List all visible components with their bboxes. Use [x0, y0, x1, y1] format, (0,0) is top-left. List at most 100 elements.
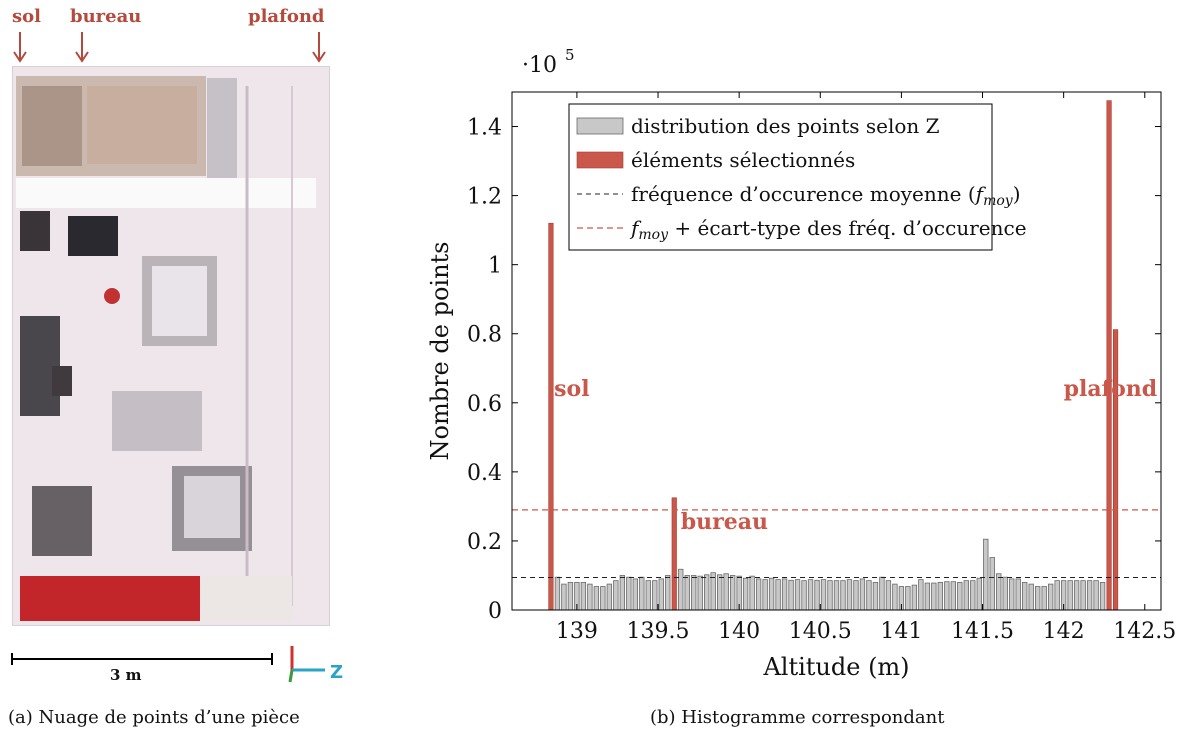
bar-distribution	[931, 582, 937, 611]
bar-distribution	[989, 557, 995, 611]
bar-selected	[671, 497, 677, 611]
legend-swatch-red	[576, 151, 624, 169]
bar-distribution	[872, 581, 879, 611]
x-tick-label: 141	[880, 619, 922, 644]
bar-distribution	[717, 574, 723, 611]
bar-distribution	[1035, 586, 1041, 611]
z-axis-label: Z	[330, 662, 344, 683]
bar-distribution	[807, 579, 814, 611]
bar-distribution	[996, 573, 1002, 611]
bar-distribution	[937, 581, 944, 611]
bar-distribution	[905, 586, 911, 611]
x-tick-label: 140	[718, 619, 760, 644]
arrow-down-icon	[75, 32, 89, 63]
bar-distribution	[885, 580, 892, 611]
scale-label: 3 m	[110, 666, 142, 684]
bar-distribution	[710, 572, 716, 611]
caption-a: (a) Nuage de points d’une pièce	[8, 707, 300, 728]
legend-label: fréquence d’occurence moyenne (fmoy)	[631, 182, 1021, 209]
y-tick-label: 0.8	[467, 323, 502, 348]
y-tick-label: 0.6	[467, 392, 502, 417]
y-tick-label: 0.2	[467, 530, 502, 555]
bar-distribution	[775, 579, 781, 611]
bar-distribution	[704, 574, 710, 611]
bar-distribution	[814, 579, 820, 611]
bar-distribution	[652, 580, 658, 611]
bar-distribution	[853, 580, 859, 611]
y-tick-label: 1.2	[467, 185, 502, 210]
bar-selected	[1112, 329, 1119, 611]
bar-distribution	[691, 575, 697, 611]
bar-distribution	[1022, 581, 1028, 611]
bar-distribution	[788, 579, 794, 611]
bar-distribution	[600, 586, 606, 611]
bar-distribution	[892, 583, 898, 611]
bar-selected	[1106, 100, 1112, 611]
bar-distribution	[1073, 580, 1080, 611]
x-tick-label: 139.5	[627, 619, 690, 644]
legend-label: distribution des points selon Z	[631, 114, 940, 138]
bar-distribution	[567, 581, 574, 611]
bar-distribution	[1099, 581, 1106, 611]
bar-distribution	[1067, 580, 1073, 611]
bar-distribution	[593, 586, 600, 611]
bar-distribution	[768, 577, 775, 611]
bar-distribution	[645, 580, 651, 611]
bar-distribution	[658, 578, 664, 611]
y-tick-label: 1.4	[467, 116, 502, 141]
x-tick-label: 141.5	[951, 619, 1014, 644]
bar-distribution	[1009, 578, 1015, 611]
y-tick-label: 0	[488, 599, 502, 624]
bar-distribution	[1041, 586, 1047, 611]
bar-distribution	[561, 583, 567, 611]
x-tick-label: 142.5	[1113, 619, 1176, 644]
bar-distribution	[606, 583, 613, 611]
bar-distribution	[859, 578, 866, 611]
bar-distribution	[801, 580, 807, 611]
legend-label: éléments sélectionnés	[631, 148, 855, 172]
marker-plafond: plafond	[248, 6, 325, 27]
arrow-down-icon	[13, 32, 27, 63]
bar-distribution	[983, 538, 989, 611]
x-tick-label: 139	[556, 619, 598, 644]
bar-distribution	[619, 575, 626, 611]
legend-swatch-gray	[576, 117, 624, 135]
histogram-chart: sol bureau plafond 139 139.5 140 140.5 141 141.…	[426, 46, 1176, 681]
point-cloud-panel: sol bureau plafond	[0, 0, 360, 740]
bar-distribution	[749, 575, 755, 611]
bar-distribution	[1015, 578, 1021, 611]
bar-distribution	[1047, 583, 1054, 611]
bar-distribution	[580, 581, 587, 611]
bar-distribution	[879, 576, 885, 611]
plot-frame	[511, 91, 1162, 611]
arrow-down-icon	[312, 32, 326, 63]
legend-label: fmoy + écart-type des fréq. d’occurence	[629, 216, 1027, 243]
bar-distribution	[820, 579, 827, 611]
bar-distribution	[1086, 580, 1093, 611]
bar-selected	[548, 222, 554, 611]
bar-distribution	[1002, 576, 1008, 611]
bar-distribution	[626, 576, 632, 611]
bar-distribution	[950, 581, 956, 611]
bar-distribution	[755, 578, 762, 611]
marker-bureau: bureau	[70, 6, 142, 27]
bar-distribution	[794, 579, 801, 611]
caption-b: (b) Histogramme correspondant	[650, 707, 945, 728]
bar-distribution	[684, 575, 690, 611]
legend-box	[568, 103, 993, 251]
bar-distribution	[729, 575, 736, 611]
bar-distribution	[762, 579, 768, 611]
y-tick-label: 1	[488, 254, 502, 279]
bar-distribution	[613, 580, 619, 611]
bar-distribution	[957, 581, 963, 611]
annotation-sol: sol	[554, 376, 589, 402]
bar-distribution	[976, 577, 982, 611]
bar-distribution	[697, 575, 703, 611]
bar-distribution	[723, 573, 729, 611]
y-tick-label: 0.4	[467, 461, 502, 486]
bar-distribution	[742, 577, 749, 611]
bar-distribution	[944, 581, 950, 611]
bar-distribution	[587, 583, 593, 611]
bar-distribution	[1080, 580, 1086, 611]
bar-distribution	[963, 580, 969, 611]
